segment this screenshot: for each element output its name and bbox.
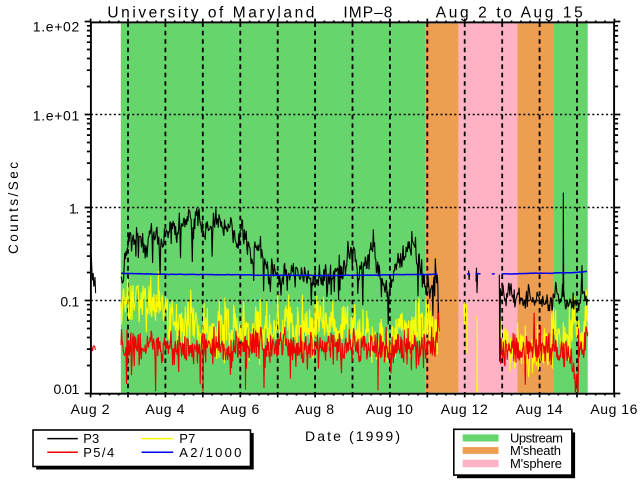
svg-text:Aug 6: Aug 6: [220, 401, 259, 417]
svg-text:M'sphere: M'sphere: [510, 456, 562, 471]
svg-text:Aug 2: Aug 2: [71, 401, 110, 417]
svg-text:1.: 1.: [69, 201, 79, 217]
svg-text:P3: P3: [83, 431, 99, 446]
svg-text:1.e+01: 1.e+01: [33, 107, 80, 123]
svg-text:Aug 10: Aug 10: [366, 401, 413, 417]
svg-text:Aug 2 to Aug 15: Aug 2 to Aug 15: [436, 4, 583, 21]
svg-text:1.e+02: 1.e+02: [33, 18, 80, 34]
svg-text:University of Maryland: University of Maryland: [107, 4, 314, 21]
svg-text:IMP–8: IMP–8: [343, 4, 392, 21]
svg-text:A2/1000: A2/1000: [179, 445, 241, 460]
svg-text:P7: P7: [179, 431, 195, 446]
svg-text:Aug 16: Aug 16: [590, 401, 637, 417]
svg-text:Upstream: Upstream: [510, 431, 563, 446]
svg-text:Aug 8: Aug 8: [295, 401, 334, 417]
svg-text:Aug 4: Aug 4: [145, 401, 184, 417]
svg-text:Aug 12: Aug 12: [441, 401, 488, 417]
svg-text:P5/4: P5/4: [83, 445, 114, 460]
svg-text:0.01: 0.01: [54, 381, 80, 397]
svg-text:Date (1999): Date (1999): [305, 428, 400, 444]
svg-text:Aug 14: Aug 14: [516, 401, 563, 417]
svg-text:M'sheath: M'sheath: [510, 443, 561, 458]
svg-text:0.1: 0.1: [60, 293, 79, 309]
